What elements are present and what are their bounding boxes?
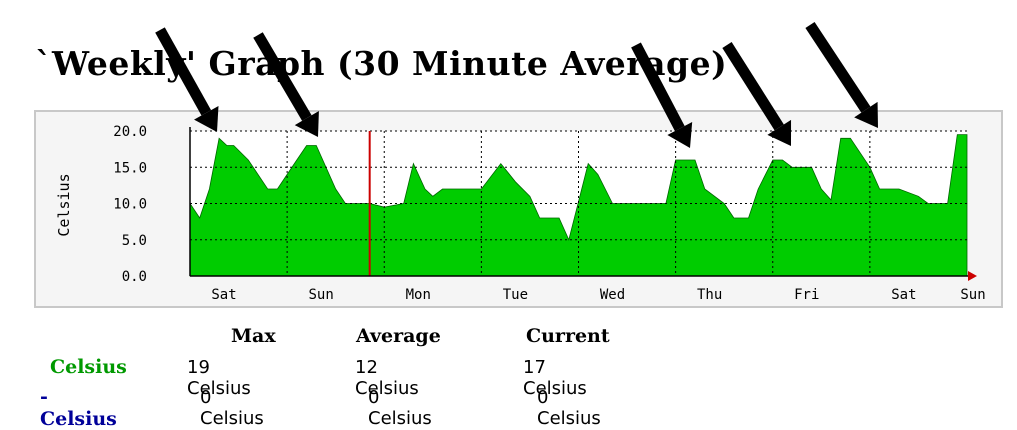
annotation-arrow-icon [631, 42, 685, 132]
annotation-arrowhead-icon [767, 119, 792, 146]
stats-row-label-neg-celsius: - Celsius [40, 386, 117, 430]
y-tick-label: 5.0 [122, 233, 147, 249]
x-tick-label: Wed [600, 287, 625, 303]
x-tick-label: Fri [794, 287, 819, 303]
stats-value-max: 0 Celsius [200, 387, 264, 429]
annotation-arrow-icon [805, 21, 871, 113]
stats-value-current: 17 Celsius [523, 357, 587, 399]
annotation-arrow-icon [253, 32, 312, 121]
annotation-arrowhead-icon [854, 101, 878, 128]
temperature-area-series [189, 134, 968, 277]
x-tick-label: Sun [308, 287, 333, 303]
y-tick-label: 10.0 [113, 197, 147, 213]
stats-header-average: Average [356, 325, 441, 347]
annotation-arrowhead-icon [294, 110, 319, 137]
annotation-arrowhead-icon [667, 122, 693, 148]
stats-value-average: 12 Celsius [355, 357, 419, 399]
x-tick-label: Thu [697, 287, 722, 303]
x-tick-label: Sat [891, 287, 916, 303]
stats-header-current: Current [526, 325, 610, 347]
stats-value-max: 19 Celsius [187, 357, 251, 399]
graph-title: `Weekly' Graph (30 Minute Average) [35, 44, 728, 83]
x-tick-label: Tue [503, 287, 528, 303]
x-tick-label: Sat [211, 287, 236, 303]
x-axis-arrow-icon [968, 271, 977, 281]
stats-header-max: Max [231, 325, 276, 347]
stats-value-current: 0 Celsius [537, 387, 601, 429]
stats-value-average: 0 Celsius [368, 387, 432, 429]
y-tick-label: 20.0 [113, 124, 147, 140]
y-tick-label: 0.0 [122, 269, 147, 285]
annotation-arrow-icon [155, 27, 212, 116]
x-tick-label: Sun [960, 287, 985, 303]
stats-row-label-celsius: Celsius [50, 356, 127, 378]
annotation-arrowhead-icon [194, 105, 219, 132]
y-axis-label: Celsius [55, 173, 73, 236]
y-tick-label: 15.0 [113, 160, 147, 176]
x-tick-label: Mon [406, 287, 431, 303]
annotation-arrow-icon [722, 42, 784, 131]
